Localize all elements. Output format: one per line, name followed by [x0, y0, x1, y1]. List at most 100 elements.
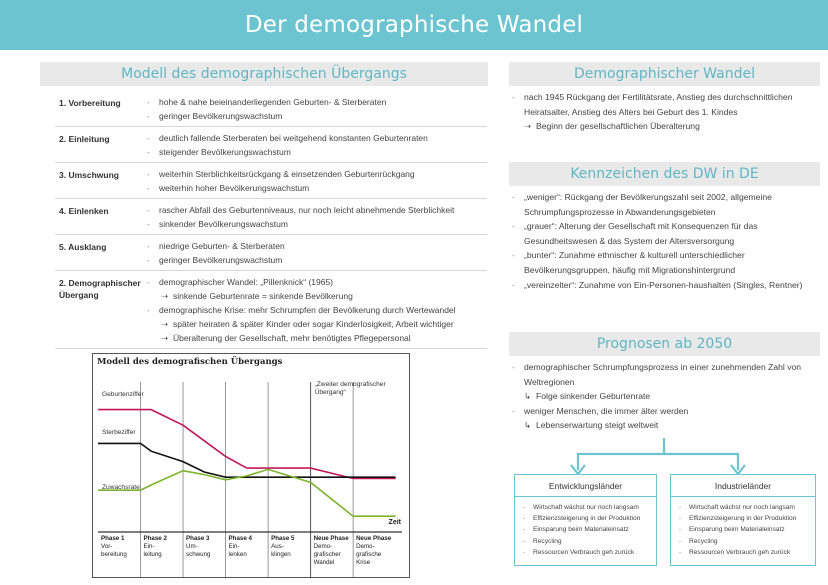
- phase-table: 1. Vorbereitung - hohe & nahe beieinanderl…: [55, 91, 487, 349]
- hook-arrow-icon: ↳: [524, 420, 532, 431]
- phase-items: - rascher Abfall des Geburtenniveaus, nur…: [147, 199, 487, 234]
- kennzeichen-list: - „weniger“: Rückgang der Bevölkerungszah…: [512, 190, 818, 292]
- dash-icon: -: [147, 97, 150, 107]
- box-list-item: - Einsparung beim Materialeinsatz: [523, 524, 648, 535]
- chart-title: Modell des demografischen Übergangs: [97, 357, 283, 367]
- phase-item-text: hohe & nahe beieinanderliegenden Geburte…: [159, 97, 387, 107]
- list-item: - demographischer Schrumpfungsprozess in …: [512, 360, 818, 389]
- phase-items: - niedrige Geburten- & Sterberaten - gering…: [147, 235, 487, 270]
- phase-subitem: ➝ sinkende Geburtenrate = sinkende Bevölk…: [147, 289, 487, 303]
- phase-item-text: später heiraten & später Kinder oder sog…: [173, 319, 454, 329]
- phase-item: - rascher Abfall des Geburtenniveaus, nur…: [147, 203, 487, 217]
- phase-item: - hohe & nahe beieinanderliegenden Geburt…: [147, 95, 487, 109]
- box-item-text: Recycling: [689, 537, 718, 545]
- category-label: Phase 2: [144, 535, 168, 542]
- dash-icon: -: [679, 548, 682, 556]
- dash-icon: -: [512, 405, 515, 416]
- dash-icon: -: [523, 504, 526, 511]
- category-label: Vor-: [101, 543, 112, 550]
- box-item-text: Einsparung beim Materialeinsatz: [689, 526, 785, 534]
- transition-chart: Modell des demografischen Übergangs „Zwe…: [92, 353, 410, 578]
- series-label: Sterbeziffer: [102, 429, 136, 436]
- category-label: Wandel: [314, 559, 335, 566]
- phase-subitem: ➝ später heiraten & später Kinder oder so…: [147, 317, 487, 331]
- category-label: Ein-: [229, 543, 240, 550]
- category-label: lenken: [229, 551, 248, 558]
- category-label: Neue Phase: [314, 535, 350, 542]
- category-label: Demo-: [314, 543, 333, 550]
- list-item: ↳ Folge sinkender Geburtenrate: [512, 389, 818, 404]
- box-list-item: - Wirtschaft wächst nur noch langsam: [679, 502, 807, 513]
- phase-item: - sinkender Bevölkerungswachstum: [147, 217, 487, 231]
- x-axis-label: Zeit: [389, 519, 402, 526]
- phase-item: - geringer Bevölkerungswachstum: [147, 253, 487, 267]
- phase-name: 2. Demographischer Übergang: [59, 278, 141, 300]
- phase-item: - steigender Bevölkerungswachstum: [147, 145, 487, 159]
- series-label: Geburtenziffer: [102, 391, 144, 398]
- box-item-text: Ressourcen Verbrauch geh zurück: [533, 548, 635, 556]
- box-list-item: - Ressourcen Verbrauch geh zurück: [523, 547, 648, 558]
- list-item-text: weniger Menschen, die immer älter werden: [524, 405, 689, 416]
- phase-item: - demographischer Wandel: „Pillenknick“ (…: [147, 275, 487, 289]
- phase-item: - geringer Bevölkerungswachstum: [147, 109, 487, 123]
- dash-icon: -: [147, 277, 150, 287]
- phase-item-text: Überalterung der Gesellschaft, mehr benö…: [173, 333, 411, 343]
- phase-item-text: weiterhin hoher Bevölkerungswachstum: [159, 183, 310, 193]
- category-label: grafischer: [314, 551, 341, 558]
- phase-item: - niedrige Geburten- & Sterberaten: [147, 239, 487, 253]
- category-label: Aus-: [271, 543, 284, 550]
- list-item-text: Lebenserwartung steigt weltweit: [536, 420, 659, 431]
- phase-name: 2. Einleitung: [59, 134, 110, 144]
- phase-item-text: sinkender Bevölkerungswachstum: [159, 219, 288, 229]
- category-label: grafische: [356, 551, 382, 558]
- phase-name: 5. Ausklang: [59, 242, 107, 252]
- kennzeichen-heading: Kennzeichen des DW in DE: [509, 162, 820, 186]
- dash-icon: -: [147, 133, 150, 143]
- category-label: Um-: [186, 543, 198, 550]
- model-heading: Modell des demographischen Übergangs: [40, 62, 488, 86]
- box-item-text: Wirtschaft wächst nur noch langsam: [689, 504, 795, 511]
- box-item-text: Ressourcen Verbrauch geh zurück: [689, 548, 791, 556]
- series-line: [98, 468, 396, 517]
- category-label: bereitung: [101, 551, 127, 558]
- phase-name: 3. Umschwung: [59, 170, 119, 180]
- arrow-icon: ➝: [161, 319, 169, 329]
- dash-icon: -: [679, 537, 682, 545]
- phase-item-text: deutlich fallende Sterberaten bei weitge…: [159, 133, 428, 143]
- dash-icon: -: [512, 279, 515, 290]
- dash-icon: -: [147, 111, 150, 121]
- dash-icon: -: [679, 526, 682, 534]
- box-entwicklungslaender: Entwicklungsländer - Wirtschaft wächst nu…: [514, 474, 657, 566]
- phase-item: - demographische Krise: mehr Schrumpfen d…: [147, 303, 487, 317]
- box-item-text: Recycling: [533, 537, 562, 545]
- category-label: Phase 3: [186, 535, 210, 542]
- dash-icon: -: [523, 537, 526, 545]
- dash-icon: -: [512, 250, 515, 261]
- category-label: Demo-: [356, 543, 375, 550]
- phase-item-text: demographische Krise: mehr Schrumpfen de…: [159, 305, 456, 315]
- phase-item-text: demographischer Wandel: „Pillenknick“ (1…: [159, 277, 334, 287]
- phase-item-text: weiterhin Sterblichkeitsrückgang & einse…: [159, 169, 415, 179]
- arrow-icon: ➝: [161, 291, 169, 301]
- list-item: - „bunter“: Zunahme ethnischer & kulturel…: [512, 248, 818, 277]
- dash-icon: -: [147, 205, 150, 215]
- dash-icon: -: [512, 192, 515, 202]
- list-item-text: „weniger“: Rückgang der Bevölkerungszahl…: [524, 192, 772, 217]
- list-item-text: „bunter“: Zunahme ethnischer & kulturell…: [524, 250, 745, 275]
- phase-row: 1. Vorbereitung - hohe & nahe beieinanderl…: [55, 91, 487, 127]
- category-label: leitung: [144, 551, 163, 558]
- hook-arrow-icon: ↳: [524, 391, 532, 402]
- phase-item-text: sinkende Geburtenrate = sinkende Bevölke…: [173, 291, 353, 301]
- phase-items: - weiterhin Sterblichkeitsrückgang & eins…: [147, 163, 487, 198]
- title-bar: Der demographische Wandel: [0, 0, 828, 50]
- list-item-text: Folge sinkender Geburtenrate: [536, 391, 651, 402]
- box-industrielaender-list: - Wirtschaft wächst nur noch langsam - Effi…: [671, 497, 815, 563]
- list-item-text: Beginn der gesellschaftlichen Überalteru…: [536, 121, 700, 132]
- phase-item: - deutlich fallende Sterberaten bei weitg…: [147, 131, 487, 145]
- dash-icon: -: [679, 504, 682, 511]
- dash-icon: -: [147, 219, 150, 229]
- box-item-text: Wirtschaft wächst nur noch langsam: [533, 504, 639, 511]
- phase-item-text: steigender Bevölkerungswachstum: [159, 147, 291, 157]
- box-item-text: Einsparung beim Materialeinsatz: [533, 526, 629, 534]
- dash-icon: -: [679, 515, 682, 523]
